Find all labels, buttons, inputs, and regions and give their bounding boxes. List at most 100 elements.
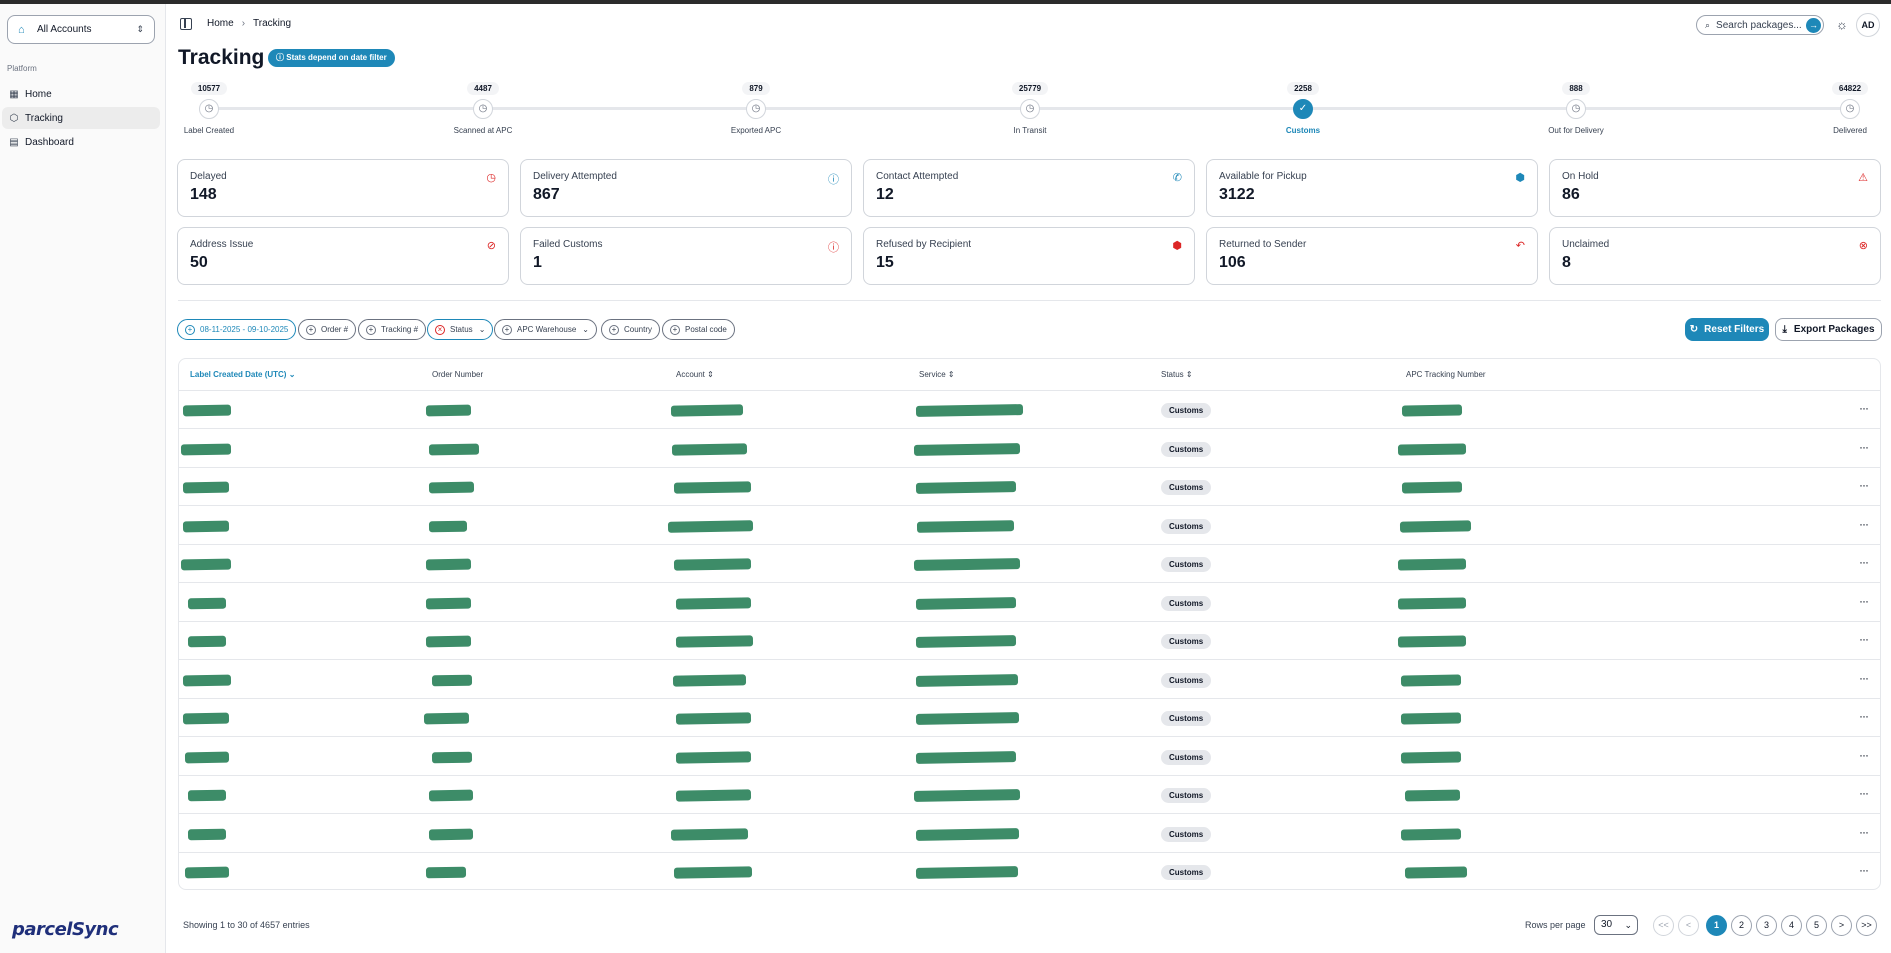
filter-date-range[interactable]: + 08-11-2025 - 09-10-2025 bbox=[177, 319, 297, 340]
x-circle-icon[interactable]: × bbox=[435, 324, 445, 335]
more-actions-icon[interactable]: ··· bbox=[1859, 439, 1869, 454]
column-service[interactable]: Service ⇕ bbox=[919, 370, 955, 379]
card-on-hold[interactable]: On Hold 86 ⚠ bbox=[1549, 159, 1881, 217]
status-badge: Customs bbox=[1161, 518, 1212, 534]
plus-circle-icon: + bbox=[609, 324, 619, 335]
card-title: Failed Customs bbox=[533, 239, 603, 250]
step-count: 2258 bbox=[1287, 82, 1319, 95]
more-actions-icon[interactable]: ··· bbox=[1859, 555, 1869, 569]
redacted-cell bbox=[187, 828, 227, 840]
card-delayed[interactable]: Delayed 148 ◷ bbox=[177, 159, 509, 217]
more-actions-icon[interactable]: ··· bbox=[1859, 863, 1869, 877]
parcelsync-logo: parcelSync bbox=[12, 919, 152, 947]
card-unclaimed[interactable]: Unclaimed 8 ⊗ bbox=[1549, 227, 1881, 285]
card-value: 106 bbox=[1219, 254, 1246, 271]
redacted-cell bbox=[915, 404, 1024, 417]
filter-order-number[interactable]: + Order # bbox=[298, 319, 357, 340]
redacted-cell bbox=[915, 827, 1020, 841]
table-row[interactable]: Customs ··· bbox=[179, 815, 1880, 853]
card-address-issue[interactable]: Address Issue 50 ⊘ bbox=[177, 227, 509, 285]
search-input[interactable]: ⌕ Search packages... → bbox=[1696, 15, 1824, 35]
table-row[interactable]: Customs ··· bbox=[179, 776, 1880, 814]
step-in-transit[interactable]: 25779 ◷ In Transit bbox=[975, 80, 1085, 135]
filter-country[interactable]: + Country bbox=[601, 319, 661, 340]
table-row[interactable]: Customs ··· bbox=[179, 622, 1880, 660]
redacted-cell bbox=[425, 558, 472, 571]
table-row[interactable]: Customs ··· bbox=[179, 468, 1880, 506]
sidebar-item-home[interactable]: ▦ Home bbox=[2, 83, 160, 105]
sidebar-toggle-icon[interactable] bbox=[180, 18, 192, 30]
page-button[interactable]: >> bbox=[1856, 915, 1877, 936]
card-failed-customs[interactable]: Failed Customs 1 ⓘ bbox=[520, 227, 852, 285]
search-submit-icon[interactable]: → bbox=[1806, 18, 1821, 33]
more-actions-icon[interactable]: ··· bbox=[1859, 670, 1869, 685]
step-scanned-at-apc[interactable]: 4487 ◷ Scanned at APC bbox=[428, 80, 538, 135]
column-label-created-date[interactable]: Label Created Date (UTC) ⌄ bbox=[190, 370, 296, 379]
step-delivered[interactable]: 64822 ◷ Delivered bbox=[1795, 80, 1891, 135]
table-row[interactable]: Customs ··· bbox=[179, 391, 1880, 429]
more-actions-icon[interactable]: ··· bbox=[1859, 786, 1869, 800]
page-button[interactable]: 1 bbox=[1706, 915, 1727, 936]
account-select[interactable]: ⌂ All Accounts ⇕ bbox=[7, 15, 155, 44]
page-button[interactable]: < bbox=[1678, 915, 1699, 936]
column-status[interactable]: Status ⇕ bbox=[1161, 370, 1193, 379]
page-button[interactable]: 4 bbox=[1781, 915, 1802, 936]
step-exported-apc[interactable]: 879 ◷ Exported APC bbox=[701, 80, 811, 135]
redacted-cell bbox=[915, 712, 1020, 725]
step-out-for-delivery[interactable]: 888 ◷ Out for Delivery bbox=[1521, 80, 1631, 135]
table-row[interactable]: Customs ··· bbox=[179, 430, 1880, 468]
card-available-for-pickup[interactable]: Available for Pickup 3122 ⬢ bbox=[1206, 159, 1538, 217]
breadcrumb: Home › Tracking bbox=[207, 18, 291, 29]
page-button[interactable]: > bbox=[1831, 915, 1852, 936]
table-row[interactable]: Customs ··· bbox=[179, 584, 1880, 622]
card-delivery-attempted[interactable]: Delivery Attempted 867 ⓘ bbox=[520, 159, 852, 217]
card-contact-attempted[interactable]: Contact Attempted 12 ✆ bbox=[863, 159, 1195, 217]
step-count: 4487 bbox=[467, 82, 499, 95]
more-actions-icon[interactable]: ··· bbox=[1859, 747, 1869, 762]
redacted-cell bbox=[1404, 866, 1468, 879]
filter-tracking-number[interactable]: + Tracking # bbox=[358, 319, 427, 340]
breadcrumb-home[interactable]: Home bbox=[207, 18, 234, 29]
table-row[interactable]: Customs ··· bbox=[179, 738, 1880, 776]
redacted-cell bbox=[673, 558, 752, 571]
more-actions-icon[interactable]: ··· bbox=[1859, 632, 1869, 646]
table-row[interactable]: Customs ··· bbox=[179, 507, 1880, 545]
table-row[interactable]: Customs ··· bbox=[179, 545, 1880, 583]
more-actions-icon[interactable]: ··· bbox=[1859, 478, 1869, 492]
card-title: Available for Pickup bbox=[1219, 171, 1307, 182]
page-button[interactable]: 3 bbox=[1756, 915, 1777, 936]
more-actions-icon[interactable]: ··· bbox=[1859, 516, 1869, 531]
export-packages-button[interactable]: ⤓ Export Packages bbox=[1775, 318, 1882, 341]
card-returned-to-sender[interactable]: Returned to Sender 106 ↶ bbox=[1206, 227, 1538, 285]
sidebar-item-dashboard[interactable]: ▤ Dashboard bbox=[2, 131, 160, 153]
filter-apc-warehouse[interactable]: + APC Warehouse ⌄ bbox=[494, 319, 597, 340]
table-row[interactable]: Customs ··· bbox=[179, 699, 1880, 737]
export-packages-label: Export Packages bbox=[1793, 324, 1875, 335]
page-button[interactable]: << bbox=[1653, 915, 1674, 936]
table-row[interactable]: Customs ··· bbox=[179, 853, 1880, 889]
page-button[interactable]: 5 bbox=[1806, 915, 1827, 936]
sidebar-item-label: Home bbox=[25, 88, 52, 100]
sidebar-item-tracking[interactable]: ⬡ Tracking bbox=[2, 107, 160, 129]
card-refused-by-recipient[interactable]: Refused by Recipient 15 ⬢ bbox=[863, 227, 1195, 285]
more-actions-icon[interactable]: ··· bbox=[1859, 401, 1869, 415]
redacted-cell bbox=[671, 442, 748, 456]
redacted-cell bbox=[187, 597, 227, 609]
reset-filters-button[interactable]: ↻ Reset Filters bbox=[1685, 318, 1769, 341]
rows-per-page-select[interactable]: 30 ⌄ bbox=[1594, 915, 1638, 935]
filter-label: Tracking # bbox=[381, 325, 419, 334]
sun-icon[interactable]: ☼ bbox=[1836, 17, 1848, 32]
page-button[interactable]: 2 bbox=[1731, 915, 1752, 936]
filter-postal-code[interactable]: + Postal code bbox=[662, 319, 735, 340]
column-account[interactable]: Account ⇕ bbox=[676, 370, 714, 379]
avatar[interactable]: AD bbox=[1856, 13, 1880, 37]
more-actions-icon[interactable]: ··· bbox=[1859, 593, 1869, 608]
step-customs[interactable]: 2258 ✓ Customs bbox=[1248, 80, 1358, 135]
more-actions-icon[interactable]: ··· bbox=[1859, 824, 1869, 839]
table-row[interactable]: Customs ··· bbox=[179, 661, 1880, 699]
step-label-created[interactable]: 10577 ◷ Label Created bbox=[154, 80, 264, 135]
more-actions-icon[interactable]: ··· bbox=[1859, 709, 1869, 723]
filter-status[interactable]: × Status ⌄ bbox=[427, 319, 494, 340]
rows-per-page-value: 30 bbox=[1601, 919, 1613, 930]
redacted-cell bbox=[425, 597, 472, 609]
